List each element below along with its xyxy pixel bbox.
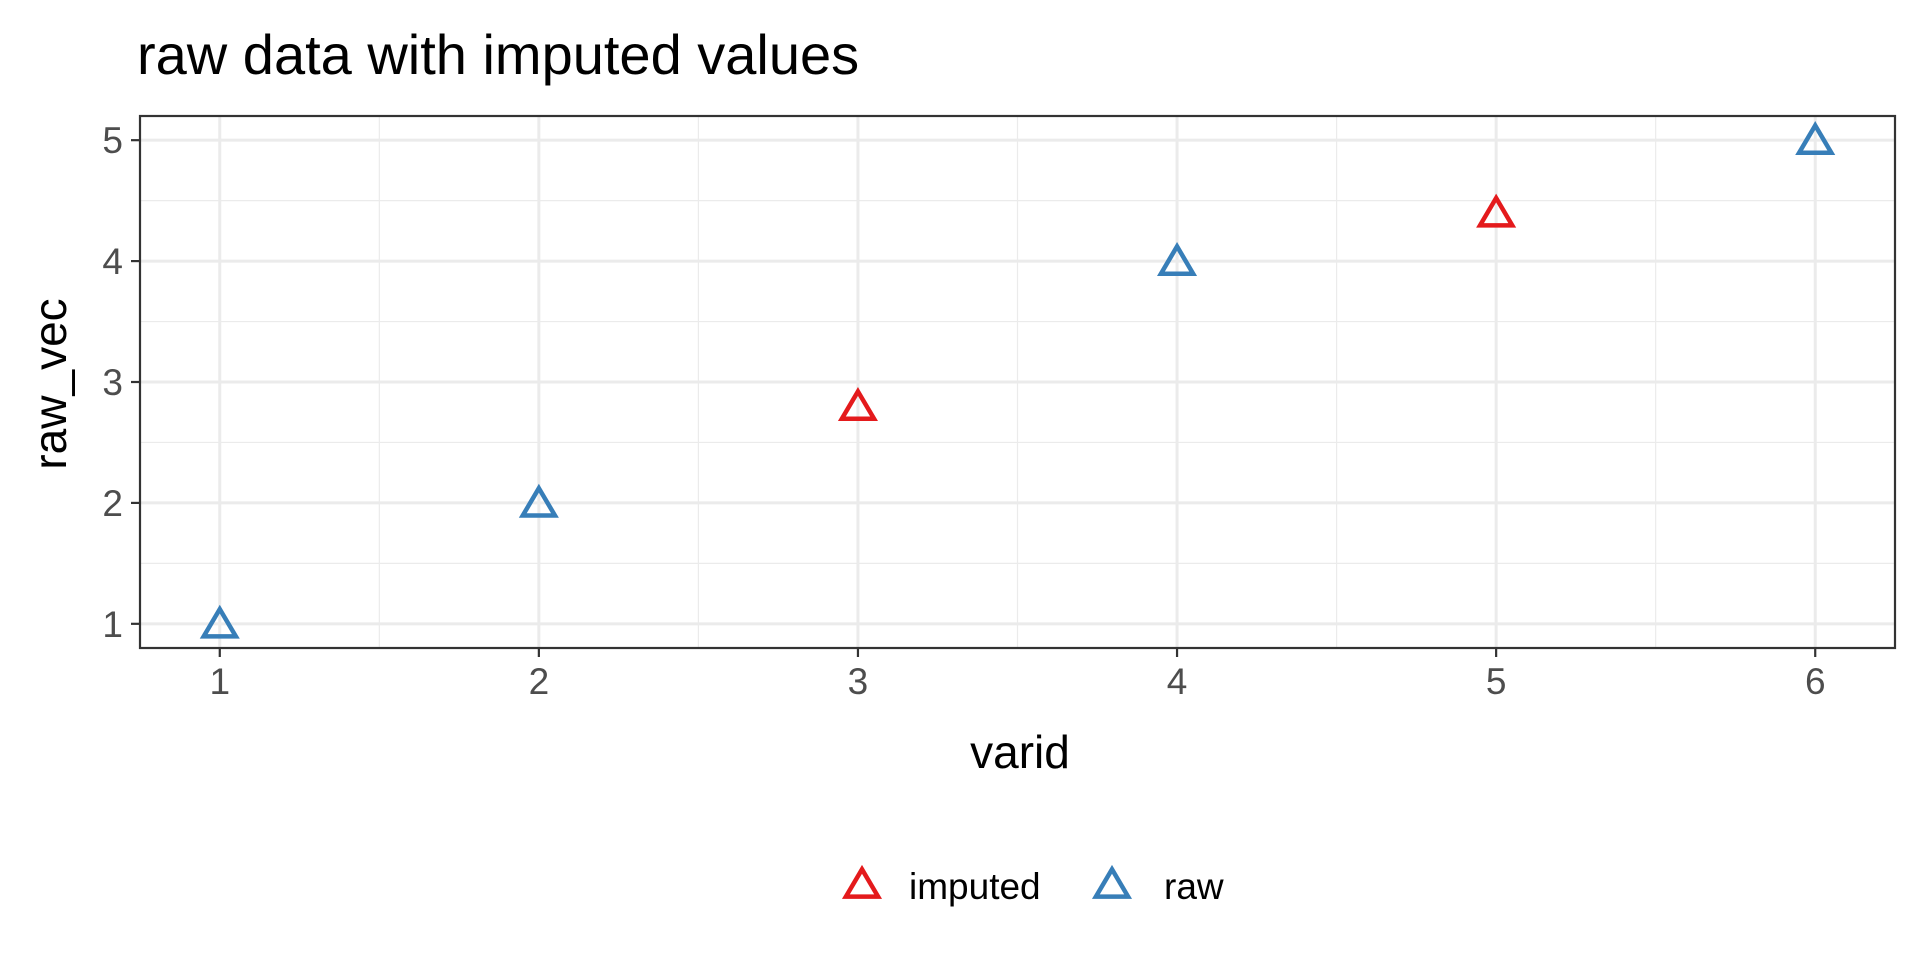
- grid-major: [140, 116, 1895, 648]
- legend-label-raw: raw: [1164, 866, 1224, 907]
- data-points: [199, 121, 1836, 639]
- data-point-imputed: [837, 387, 878, 422]
- legend-label-imputed: imputed: [909, 866, 1041, 907]
- legend-key-imputed: [841, 864, 883, 899]
- y-tick-label: 1: [102, 604, 123, 645]
- x-axis-title: varid: [970, 726, 1070, 778]
- legend: imputed raw: [841, 864, 1224, 907]
- x-axis: 1 2 3 4 5 6: [209, 648, 1826, 702]
- data-point-raw: [1795, 121, 1836, 156]
- y-axis: 1 2 3 4 5: [102, 120, 140, 645]
- y-tick-label: 2: [102, 483, 123, 524]
- x-tick-label: 2: [529, 661, 550, 702]
- y-tick-label: 5: [102, 120, 123, 161]
- x-tick-label: 4: [1167, 661, 1188, 702]
- chart-title: raw data with imputed values: [137, 23, 859, 86]
- data-point-imputed: [1476, 193, 1517, 228]
- x-tick-label: 3: [848, 661, 869, 702]
- x-tick-label: 1: [209, 661, 230, 702]
- x-tick-label: 5: [1486, 661, 1507, 702]
- y-tick-label: 3: [102, 362, 123, 403]
- data-point-raw: [1157, 241, 1198, 276]
- y-axis-title: raw_vec: [24, 298, 76, 469]
- y-tick-label: 4: [102, 241, 123, 282]
- data-point-raw: [199, 604, 240, 639]
- data-point-raw: [518, 483, 559, 518]
- x-tick-label: 6: [1805, 661, 1826, 702]
- legend-key-raw: [1091, 864, 1133, 899]
